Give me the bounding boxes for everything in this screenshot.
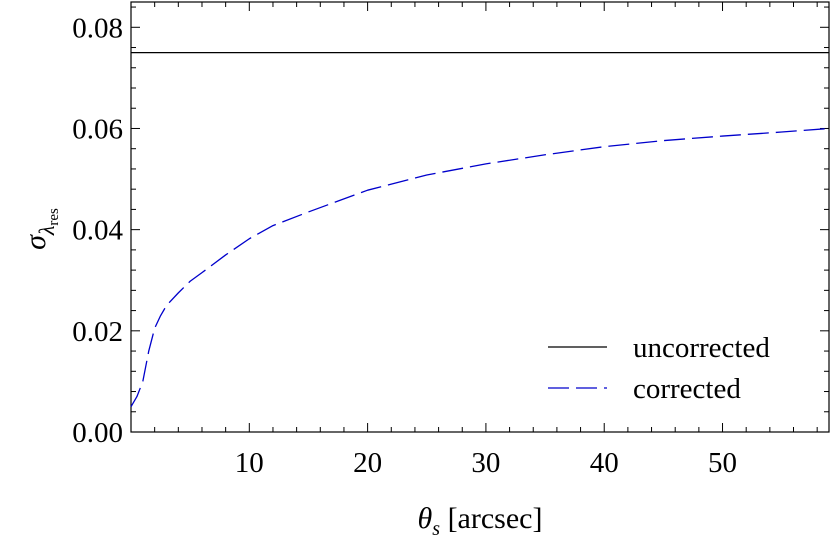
y-tick-label: 0.06 bbox=[72, 113, 123, 145]
x-tick-label: 20 bbox=[353, 447, 382, 479]
y-tick-label: 0.02 bbox=[72, 316, 123, 348]
series-line-corrected bbox=[130, 127, 830, 408]
y-tick-label: 0.08 bbox=[72, 12, 123, 44]
x-axis-title: θs [arcsec] bbox=[418, 502, 543, 539]
y-axis-title: σλres bbox=[19, 208, 62, 250]
x-axis-title-main: θ bbox=[418, 502, 433, 535]
legend-label-uncorrected: uncorrected bbox=[633, 332, 770, 364]
x-tick-label: 50 bbox=[708, 447, 737, 479]
y-axis-title-sub: λ bbox=[34, 226, 59, 237]
y-tick-label: 0.04 bbox=[72, 215, 123, 247]
x-axis-title-sub: s bbox=[432, 518, 440, 539]
x-tick-label: 10 bbox=[235, 447, 264, 479]
y-axis-title-main: σ bbox=[19, 234, 52, 250]
series-group bbox=[130, 51, 830, 408]
x-tick-label: 30 bbox=[471, 447, 500, 479]
legend-label-corrected: corrected bbox=[633, 373, 741, 405]
y-tick-label: 0.00 bbox=[72, 417, 123, 449]
axes: 10 20 30 40 50 0.00 0.02 0.04 0.06 0.08 bbox=[72, 1, 830, 479]
plot-frame bbox=[130, 1, 830, 433]
x-axis-title-rest: [arcsec] bbox=[440, 502, 542, 535]
y-axis-title-subsub: res bbox=[46, 208, 62, 226]
legend: uncorrected corrected bbox=[548, 332, 770, 405]
x-tick-label: 40 bbox=[590, 447, 619, 479]
